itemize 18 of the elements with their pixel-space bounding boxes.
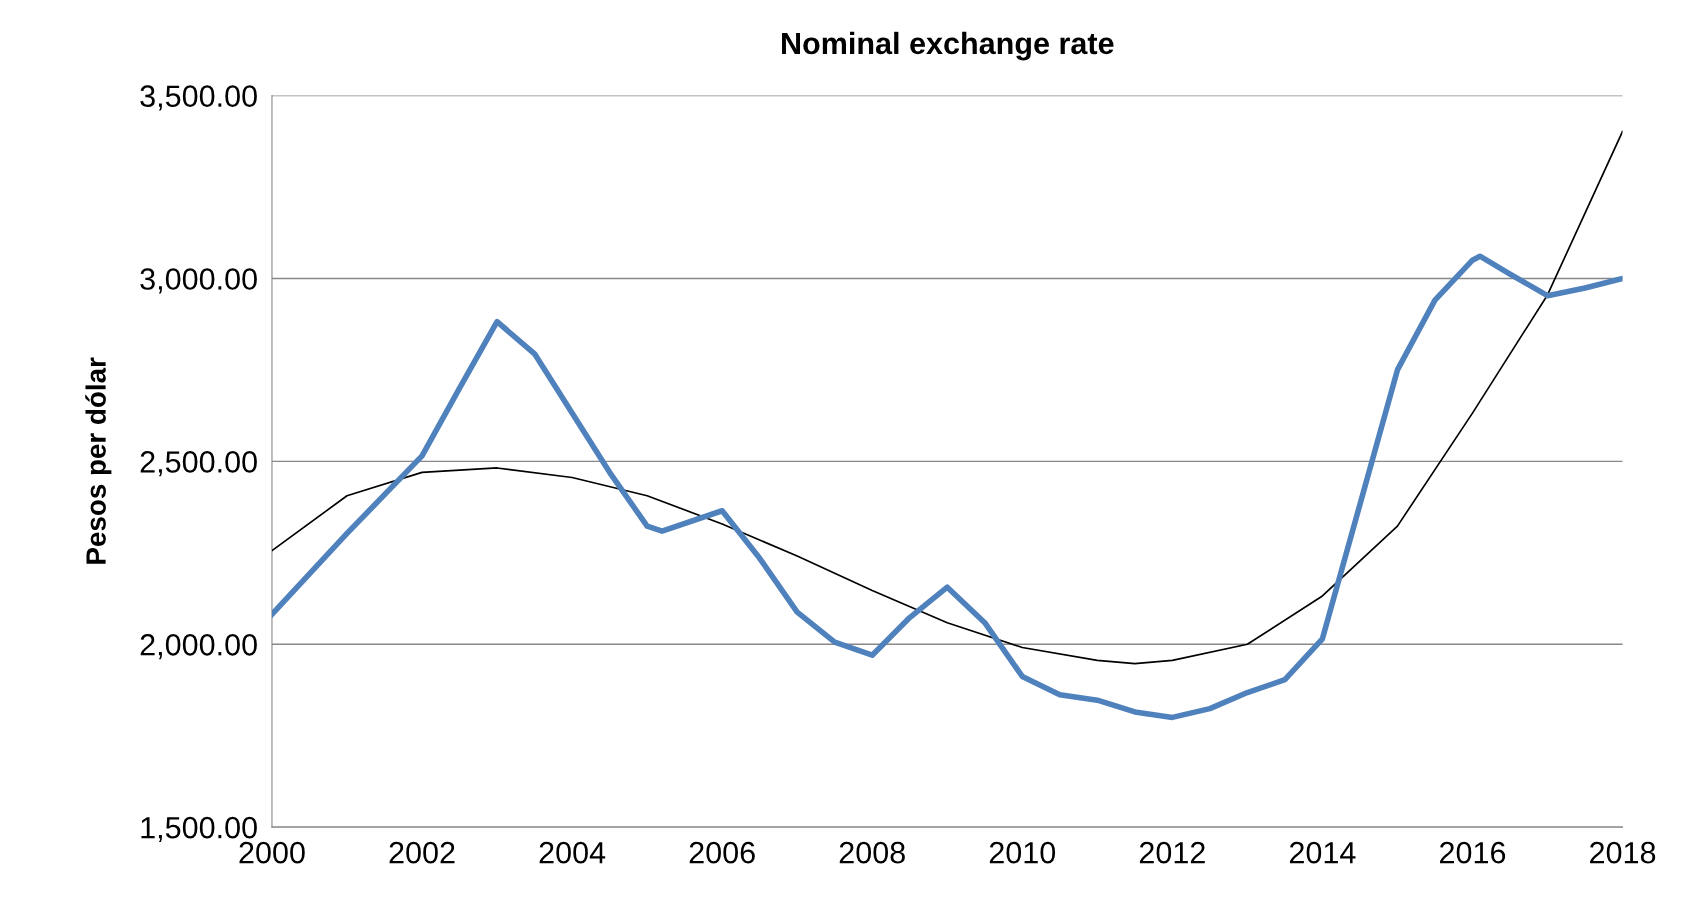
y-tick-label: 3,500.00 <box>140 85 257 111</box>
line-series <box>271 130 1623 665</box>
x-tick-label: 2014 <box>1289 841 1356 864</box>
x-tick-label: 2006 <box>689 841 755 864</box>
x-tick-label: 2016 <box>1440 841 1506 864</box>
x-tick-label: 2008 <box>839 841 905 864</box>
y-tick-label: 3,000.00 <box>140 268 257 294</box>
x-tick-label: 2000 <box>239 841 305 864</box>
x-tick-label: 2018 <box>1590 841 1656 864</box>
x-tick-label: 2012 <box>1139 841 1205 864</box>
y-tick-label: 2,000.00 <box>140 633 257 660</box>
x-tick-label: 2010 <box>989 841 1056 864</box>
y-tick-label: 2,500.00 <box>140 451 257 477</box>
y-axis-title: Pesos per dólar <box>85 357 112 564</box>
x-tick-label: 2002 <box>389 841 455 864</box>
x-tick-label: 2004 <box>539 841 606 864</box>
y-tick-label: 1,500.00 <box>141 816 257 843</box>
chart-title: Nominal exchange rate <box>782 31 1114 61</box>
